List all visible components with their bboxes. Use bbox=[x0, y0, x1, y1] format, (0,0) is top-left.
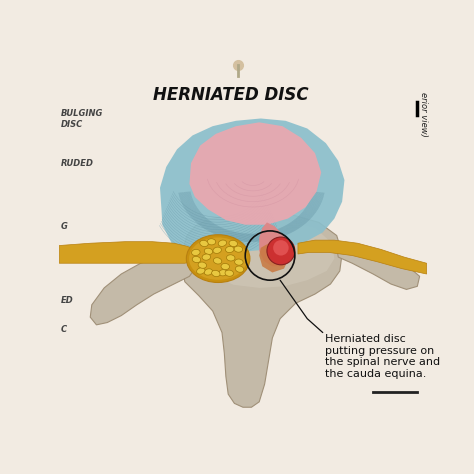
Polygon shape bbox=[191, 219, 334, 288]
Ellipse shape bbox=[226, 246, 234, 253]
Ellipse shape bbox=[227, 255, 235, 261]
Ellipse shape bbox=[197, 268, 205, 274]
Circle shape bbox=[267, 237, 295, 265]
Ellipse shape bbox=[202, 254, 210, 260]
Ellipse shape bbox=[221, 264, 229, 270]
Text: RUDED: RUDED bbox=[61, 158, 94, 167]
Ellipse shape bbox=[204, 248, 213, 255]
Polygon shape bbox=[337, 246, 419, 290]
Ellipse shape bbox=[186, 235, 250, 283]
Ellipse shape bbox=[189, 237, 247, 280]
Circle shape bbox=[273, 240, 289, 255]
Polygon shape bbox=[259, 222, 292, 266]
Ellipse shape bbox=[236, 266, 244, 272]
Polygon shape bbox=[182, 213, 342, 407]
Ellipse shape bbox=[234, 246, 243, 252]
Ellipse shape bbox=[213, 258, 222, 264]
Ellipse shape bbox=[225, 270, 234, 276]
Polygon shape bbox=[259, 242, 289, 273]
Ellipse shape bbox=[218, 240, 227, 246]
Text: C: C bbox=[61, 325, 67, 334]
Text: ED: ED bbox=[61, 296, 73, 305]
Polygon shape bbox=[190, 122, 321, 225]
Ellipse shape bbox=[191, 249, 200, 255]
Polygon shape bbox=[59, 242, 195, 263]
Text: BULGING
DISC: BULGING DISC bbox=[61, 109, 103, 128]
Text: G: G bbox=[61, 222, 68, 231]
Ellipse shape bbox=[200, 240, 208, 246]
Polygon shape bbox=[90, 255, 195, 325]
Ellipse shape bbox=[211, 270, 220, 277]
Ellipse shape bbox=[207, 239, 216, 245]
Ellipse shape bbox=[213, 247, 221, 254]
Polygon shape bbox=[160, 118, 345, 273]
Text: erior view): erior view) bbox=[419, 91, 428, 137]
Ellipse shape bbox=[219, 270, 227, 276]
Text: Herniated disc
putting pressure on
the spinal nerve and
the cauda equina.: Herniated disc putting pressure on the s… bbox=[325, 334, 440, 379]
Ellipse shape bbox=[204, 269, 212, 275]
Ellipse shape bbox=[192, 256, 201, 263]
Ellipse shape bbox=[229, 240, 237, 246]
Polygon shape bbox=[298, 240, 427, 274]
Text: HERNIATED DISC: HERNIATED DISC bbox=[154, 86, 309, 104]
Ellipse shape bbox=[198, 262, 207, 268]
Ellipse shape bbox=[235, 259, 243, 265]
